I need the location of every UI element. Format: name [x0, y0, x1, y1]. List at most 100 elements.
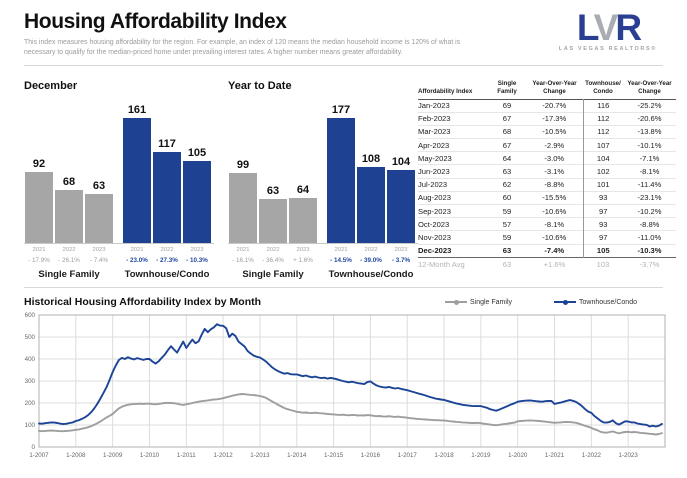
bar-change-label: - 16.1%	[232, 257, 254, 264]
pct-row-december: - 17.9% - 26.1% - 7.4% - 23.0% - 27.3% - 10.3…	[24, 253, 214, 264]
bar-change-label: - 26.1%	[58, 257, 80, 264]
row-value: 116	[582, 99, 623, 113]
header-text: Housing Affordability Index This index m…	[24, 10, 460, 58]
x-tick-label-1-2019: 1-2019	[471, 452, 491, 459]
bar-ytd-single-family-2022: 63	[258, 185, 288, 243]
x-tick-label-1-2022: 1-2022	[582, 452, 602, 459]
x-tick-label-1-2015: 1-2015	[324, 452, 344, 459]
row-value: 64	[502, 153, 512, 163]
y-tick-label-0: 0	[32, 444, 36, 451]
bar-value-label: 117	[158, 138, 176, 150]
legend-marker	[554, 299, 576, 305]
table-row-oct-2023: Oct-2023 57 -8.1% 93 -8.8%	[418, 217, 676, 231]
bar-value-label: 63	[266, 185, 280, 197]
row-value: 93	[582, 217, 623, 231]
bar-december-single-family-2022: 68	[54, 176, 84, 243]
row-value: 59	[502, 206, 512, 216]
bar-rect	[55, 190, 83, 243]
legend-item-townhouse-condo: Townhouse/Condo	[554, 299, 637, 306]
row-label: Oct-2023	[418, 219, 450, 229]
bar-year-label: 2022	[160, 247, 174, 253]
bar-change-label: - 39.0%	[360, 257, 382, 264]
table-row-dec-2023: Dec-2023 63 -7.4% 105 -10.3%	[418, 244, 676, 258]
row-value: -2.9%	[544, 140, 565, 150]
row-value: 97	[582, 204, 623, 218]
bar-december-townhouse-condo-2023: 105	[182, 147, 212, 243]
table-header-4: Year-Over-Year Change	[627, 80, 672, 95]
footer-value: -3.7%	[639, 259, 660, 269]
bar-rect	[123, 118, 151, 243]
legend-marker-dot	[563, 299, 568, 305]
footer-value: 63	[502, 259, 512, 269]
row-label: Jun-2023	[418, 167, 450, 177]
y-tick-label-100: 100	[25, 422, 36, 429]
row-value: 112	[582, 112, 623, 126]
logo-letter-v: V	[593, 7, 619, 48]
x-tick-label-1-2020: 1-2020	[508, 452, 528, 459]
row-value: -25.2%	[637, 101, 662, 111]
bar-year-label: 2021	[130, 247, 144, 253]
single-family-line	[38, 393, 663, 436]
row-value: -11.0%	[637, 232, 662, 242]
y-tick-label-500: 500	[25, 334, 36, 341]
bar-chart-title-ytd: Year to Date	[228, 80, 292, 92]
subtitle-line-2: necessary to qualify for the median-pric…	[24, 49, 403, 56]
row-value: -3.1%	[544, 167, 565, 177]
bar-rect	[183, 161, 211, 243]
bars-row-december: 92 68 63 161 117 105	[24, 102, 214, 244]
bar-ytd-townhouse-condo-2023: 104	[386, 156, 416, 243]
row-value: -17.3%	[542, 114, 567, 124]
table-footer-row: 12-Month Avg 63 +1.6% 103 -3.7%	[418, 257, 676, 270]
page-title: Housing Affordability Index	[24, 10, 287, 33]
row-value: 67	[502, 140, 512, 150]
section-divider	[24, 287, 663, 288]
row-value: -8.1%	[639, 167, 660, 177]
x-tick-label-1-2023: 1-2023	[619, 452, 639, 459]
bar-rect	[289, 198, 317, 243]
bar-ytd-single-family-2023: 64	[288, 184, 318, 243]
x-tick-label-1-2014: 1-2014	[287, 452, 307, 459]
header: Housing Affordability Index This index m…	[0, 0, 687, 58]
x-tick-label-1-2008: 1-2008	[66, 452, 86, 459]
footer-value: +1.6%	[543, 259, 566, 269]
historical-line-chart: 0 100 200 300 400 500 600 1-2007 1-2008 1-2009 1-2…	[25, 312, 666, 459]
bar-year-label: 2023	[296, 247, 310, 253]
row-value: 67	[502, 114, 512, 124]
group-names-ytd: Single Family Townhouse/Condo	[228, 269, 418, 280]
table-row-mar-2023: Mar-2023 68 -10.5% 112 -13.8%	[418, 125, 676, 139]
legend-label: Single Family	[469, 298, 512, 306]
group-label-townhouse-condo: Townhouse/Condo	[124, 269, 210, 280]
row-value: 101	[582, 178, 623, 192]
table-row-jun-2023: Jun-2023 63 -3.1% 102 -8.1%	[418, 164, 676, 179]
bar-december-townhouse-condo-2021: 161	[122, 104, 152, 243]
row-label: Jul-2023	[418, 180, 448, 190]
affordability-table: Affordability Index Single Family Year-Ove…	[418, 80, 676, 270]
bar-rect	[259, 199, 287, 243]
line-chart-legend: Single Family Townhouse/Condo	[444, 298, 637, 306]
legend-label: Townhouse/Condo	[579, 298, 637, 306]
row-value: -8.8%	[639, 219, 660, 229]
bar-value-label: 161	[127, 104, 147, 116]
table-row-may-2023: May-2023 64 -3.0% 104 -7.1%	[418, 151, 676, 165]
row-label: Sep-2023	[418, 206, 451, 216]
bar-chart-december: December 92 68 63 161 117 105 2021 2022 2023 2021 2…	[24, 80, 214, 280]
row-value: -8.8%	[544, 180, 565, 190]
footer-value: 103	[596, 259, 610, 269]
bar-year-label: 2023	[394, 247, 408, 253]
bar-year-label: 2022	[364, 247, 378, 253]
row-value: -20.6%	[637, 114, 662, 124]
row-value: 107	[582, 138, 623, 152]
bar-year-label: 2021	[32, 247, 46, 253]
lvr-logo-letters: LVR	[559, 7, 657, 48]
line-chart-header: Historical Housing Affordability Index b…	[0, 288, 687, 308]
bar-change-label: - 17.9%	[28, 257, 50, 264]
legend-item-single-family: Single Family	[444, 298, 512, 306]
row-value: 93	[582, 191, 623, 205]
x-tick-label-1-2021: 1-2021	[545, 452, 565, 459]
table-row-nov-2023: Nov-2023 59 -10.6% 97 -11.0%	[418, 230, 676, 245]
table-row-sep-2023: Sep-2023 59 -10.6% 97 -10.2%	[418, 204, 676, 218]
bar-rect	[327, 118, 355, 243]
lvr-logo-tagline: LAS VEGAS REALTORS®	[558, 46, 657, 53]
y-tick-label-400: 400	[25, 356, 36, 363]
